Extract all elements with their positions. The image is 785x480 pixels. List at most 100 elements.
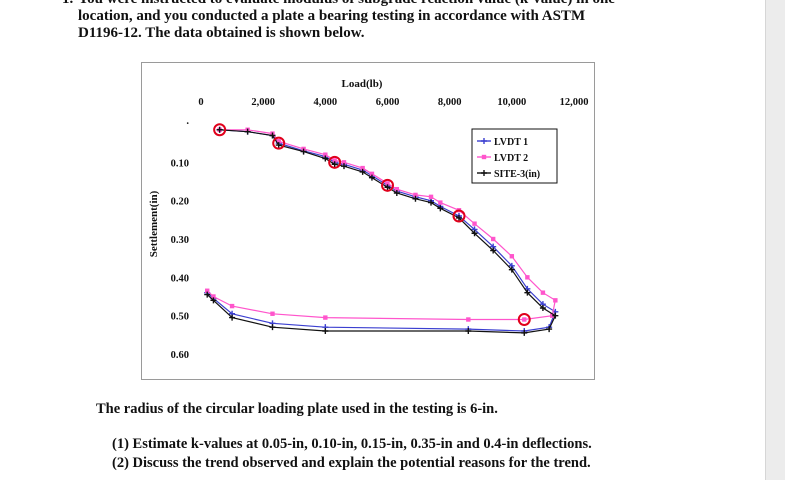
data-point [276,139,281,144]
data-point [393,190,400,196]
data-point [521,329,528,336]
data-point [438,200,443,205]
highlight-circle [452,209,466,223]
data-point [384,184,391,191]
y-tick-label: 0.60 [171,350,189,361]
data-point [359,168,366,175]
series-group [204,126,559,336]
data-point [509,254,515,259]
x-tick-label: 0 [198,97,203,108]
data-point [205,288,210,293]
x-tick-label: 10,000 [497,97,526,108]
page-scrollbar[interactable] [765,0,785,480]
chart-frame [141,62,595,380]
data-point [428,199,435,206]
data-point [553,298,558,303]
data-point [490,236,496,242]
data-point [413,192,418,198]
task-2: (2) Discuss the trend observed and expla… [112,455,591,471]
series-2 [204,126,559,336]
highlight-circle [328,155,342,169]
data-point [216,126,223,133]
y-tick-label: 0.50 [171,312,189,323]
x-tick-label: 6,000 [376,97,400,108]
legend-label: LVDT 2 [494,153,528,164]
highlight-circle [213,123,227,137]
data-point [244,128,251,135]
series-line [206,129,557,334]
data-point [341,160,347,165]
x-tick-labels: 0 2,000 4,000 6,000 8,000 10,000 12,000 [198,97,588,108]
data-point [331,161,338,168]
x-tick-label: 12,000 [560,97,589,108]
data-point [508,266,515,273]
series-line [206,129,557,332]
data-point [522,317,527,322]
legend-marker [481,170,487,176]
annotation-group [213,123,531,326]
data-point [472,221,477,226]
question-line-2: location, and you conducted a plate a be… [78,8,586,24]
data-point [323,152,328,157]
chart-svg: Load(lb) Settlement(in) 0 2,000 4,000 6,000… [141,62,595,380]
data-point [546,326,553,333]
data-point [455,214,462,221]
y-tick-label: 0.30 [171,235,189,246]
data-point [394,186,400,192]
data-point [428,194,434,200]
data-point [229,303,235,309]
legend-marker [481,154,487,160]
highlight-circle [517,313,531,326]
highlight-circle [272,136,286,150]
data-point [323,315,328,320]
data-point [211,294,216,299]
legend-label: SITE-3(in) [494,169,540,180]
data-point [204,291,211,298]
legend-marker [481,138,487,144]
question-text: 1. You were instructed to evaluate modul… [62,0,718,42]
data-point [322,328,329,334]
data-point [340,163,347,170]
x-axis-title: Load(lb) [342,78,383,90]
question-number: 1. [62,0,73,8]
x-tick-label: 2,000 [251,97,275,108]
y-tick-label: 0.20 [171,197,189,208]
data-point [269,132,276,139]
plate-radius-note: The radius of the circular loading plate… [96,401,498,417]
data-point [490,247,497,254]
data-point [360,165,365,171]
load-settlement-chart: Load(lb) Settlement(in) 0 2,000 4,000 6,000… [141,62,595,380]
data-point [466,317,471,322]
data-point [465,328,472,334]
question-line-1: You were instructed to evaluate modulus … [78,0,718,8]
question-line-3: D1196-12. The data obtained is shown bel… [78,25,365,41]
y-tick-label: 0.40 [171,273,189,284]
highlight-circle [381,178,394,192]
data-point [229,314,236,321]
y-axis-title: Settlement(in) [148,190,160,257]
y-tick-label: . [186,116,189,127]
y-tick-labels: . 0.10 0.20 0.30 0.40 0.50 0.60 [171,116,190,361]
data-point [412,195,419,202]
task-1: (1) Estimate k-values at 0.05-in, 0.10-i… [112,436,592,452]
data-point [539,305,546,311]
legend-label: LVDT 1 [494,137,528,148]
data-point [437,205,444,212]
data-point [369,171,375,177]
y-tick-label: 0.10 [171,158,189,169]
data-point [270,311,275,316]
data-point [471,230,478,237]
data-point [385,181,390,186]
x-tick-label: 8,000 [438,97,462,108]
data-point [210,297,217,304]
data-point [275,142,282,149]
data-point [550,313,555,318]
x-tick-label: 4,000 [314,97,338,108]
data-point [540,290,546,295]
data-point [332,158,337,163]
data-point [524,289,531,296]
data-point [525,275,530,280]
data-point [368,174,375,181]
data-point [269,324,276,331]
data-point [300,148,307,155]
